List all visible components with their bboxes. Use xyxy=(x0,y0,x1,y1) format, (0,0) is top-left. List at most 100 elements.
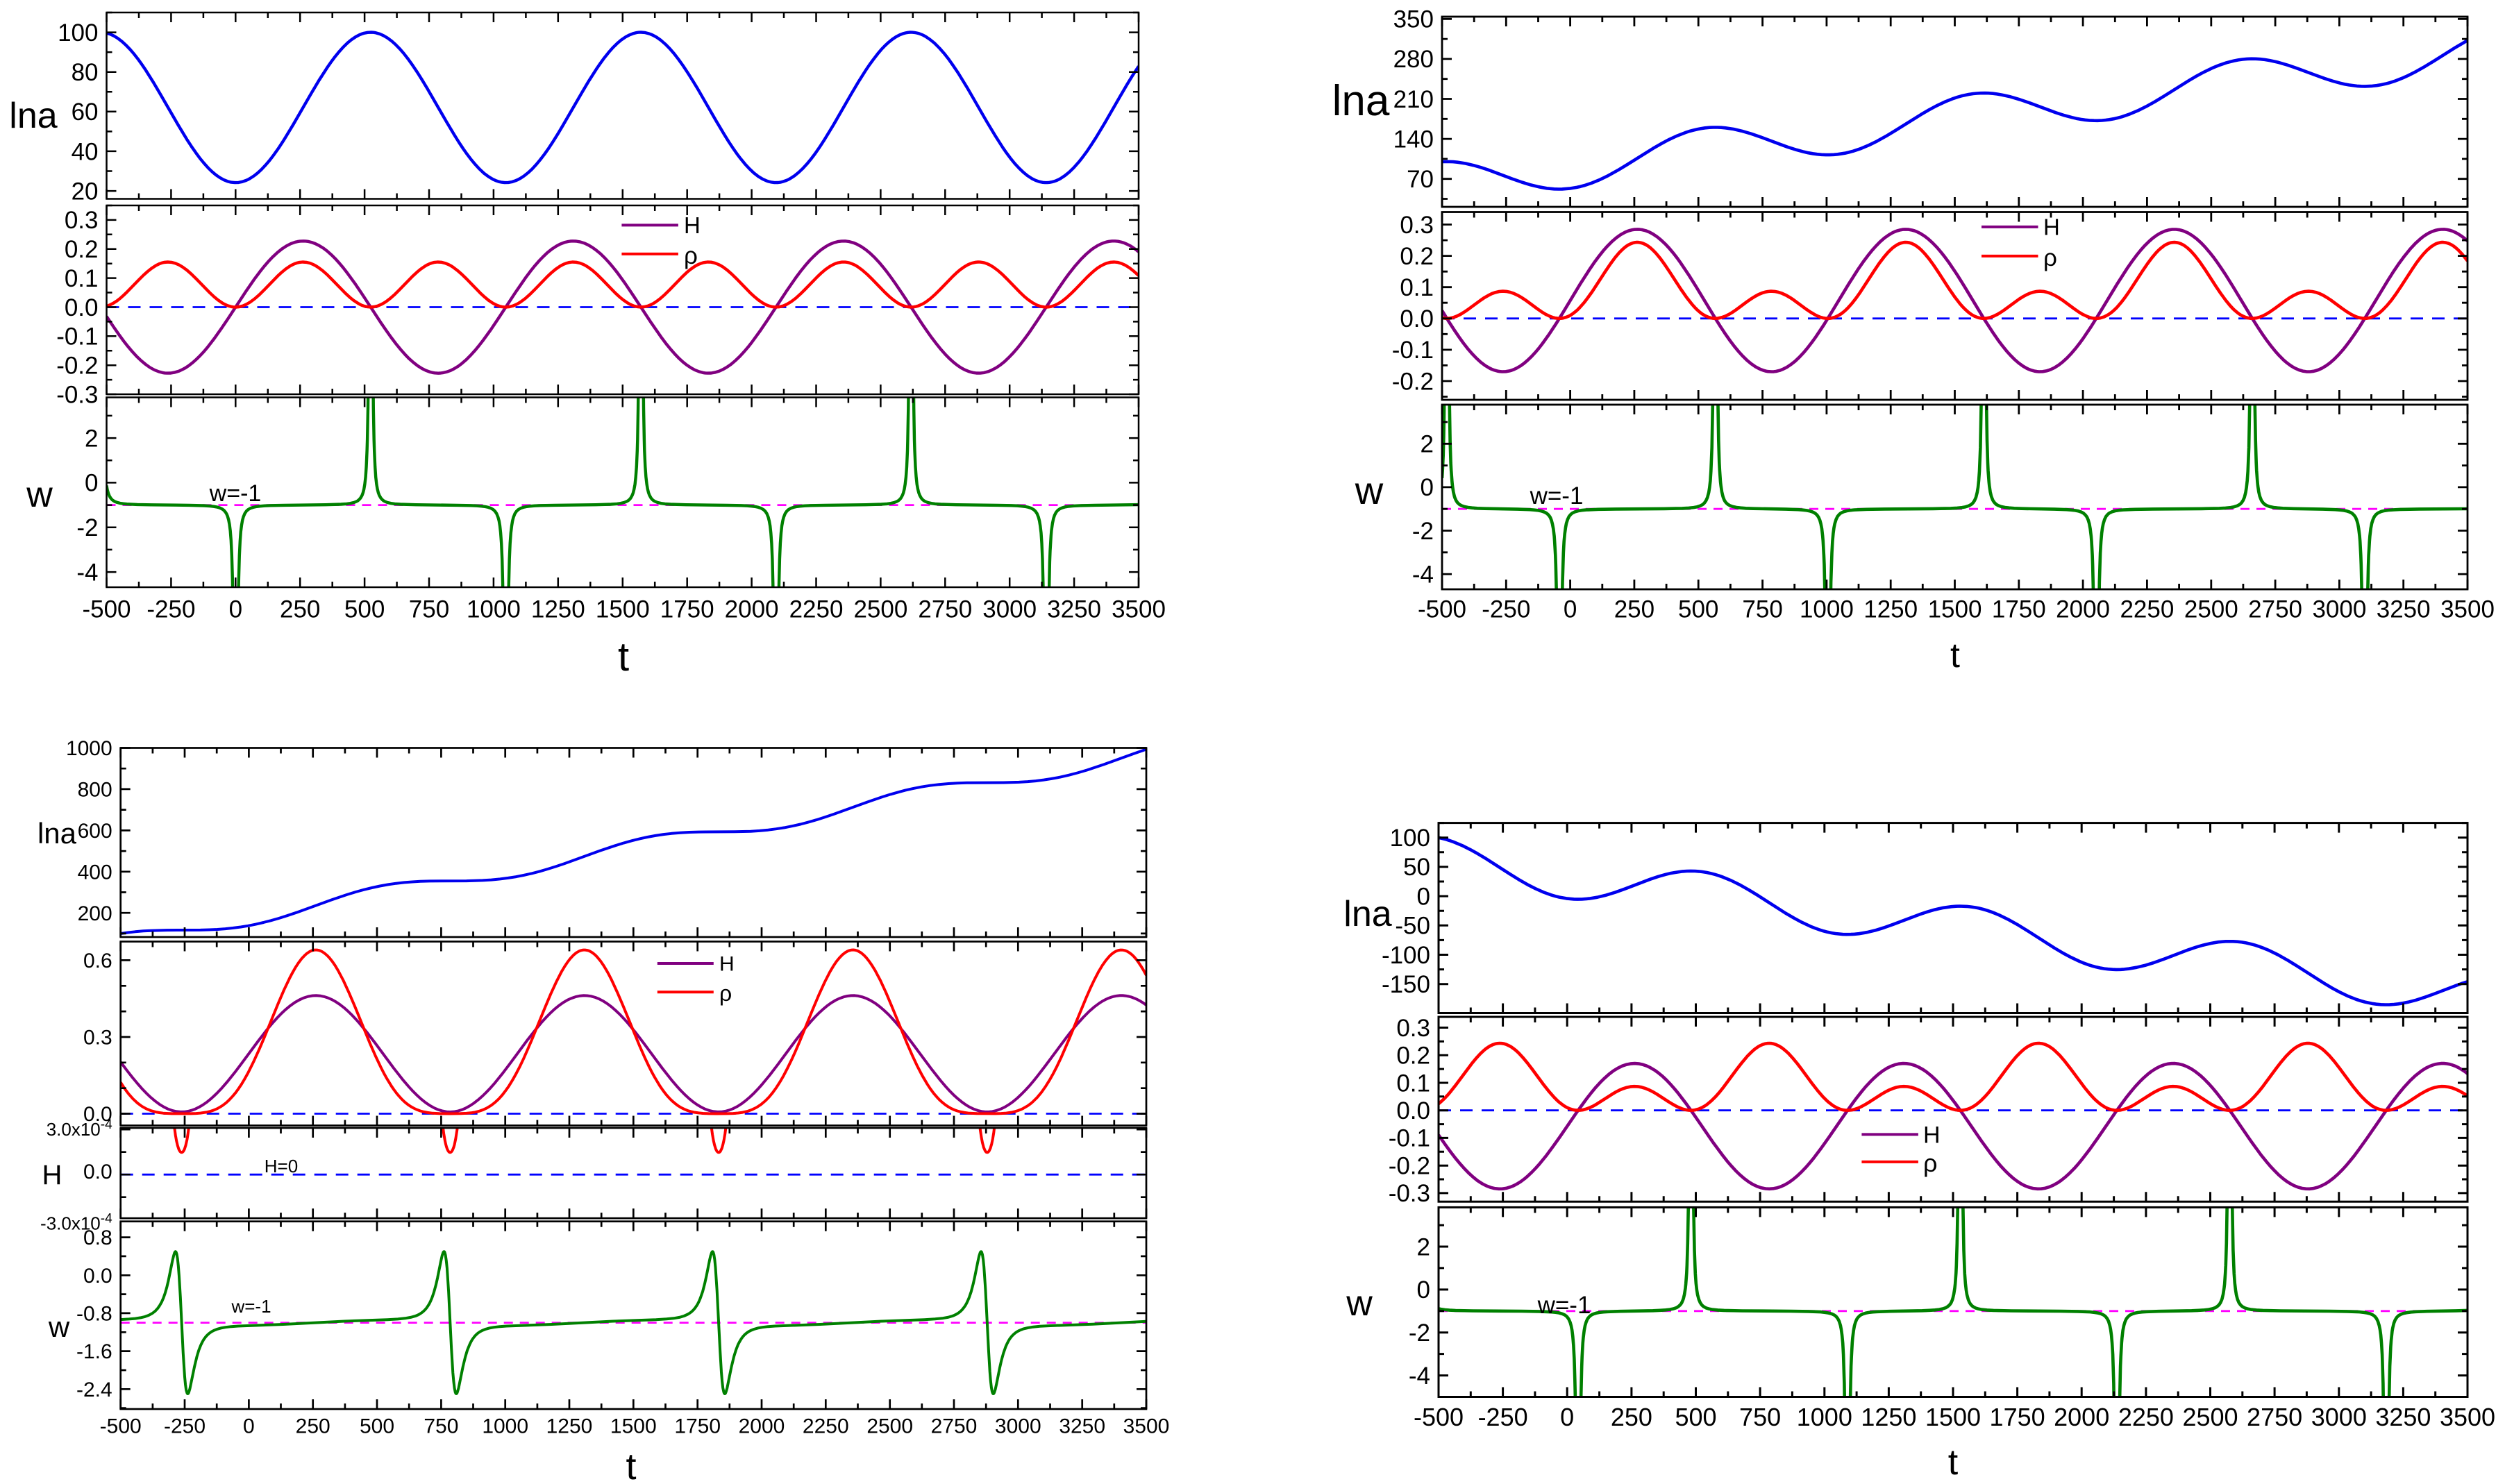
svg-text:500: 500 xyxy=(360,1415,394,1438)
svg-text:t: t xyxy=(618,634,629,680)
svg-text:3000: 3000 xyxy=(982,596,1037,623)
svg-text:1000: 1000 xyxy=(482,1415,528,1438)
svg-text:-150: -150 xyxy=(1382,971,1430,998)
svg-text:0.0: 0.0 xyxy=(65,294,99,321)
svg-text:1500: 1500 xyxy=(1925,1403,1981,1431)
svg-text:0.6: 0.6 xyxy=(83,950,112,972)
svg-text:-0.1: -0.1 xyxy=(56,323,98,351)
svg-text:2750: 2750 xyxy=(918,596,972,623)
svg-text:1750: 1750 xyxy=(1990,1403,2045,1431)
svg-text:2250: 2250 xyxy=(2118,1403,2174,1431)
svg-text:250: 250 xyxy=(1614,596,1654,623)
svg-text:1250: 1250 xyxy=(1861,1403,1916,1431)
svg-text:2000: 2000 xyxy=(725,596,779,623)
svg-text:3250: 3250 xyxy=(1059,1415,1105,1438)
svg-text:1500: 1500 xyxy=(1928,596,1982,623)
svg-text:2250: 2250 xyxy=(789,596,844,623)
svg-text:1000: 1000 xyxy=(1797,1403,1852,1431)
svg-text:0.0: 0.0 xyxy=(83,1161,112,1183)
svg-text:-250: -250 xyxy=(1482,596,1530,623)
svg-text:0: 0 xyxy=(1417,1276,1430,1304)
svg-text:0.0: 0.0 xyxy=(83,1103,112,1126)
svg-text:3000: 3000 xyxy=(2312,596,2366,623)
svg-text:-50: -50 xyxy=(1395,913,1430,940)
svg-text:-100: -100 xyxy=(1382,942,1430,969)
svg-text:-4: -4 xyxy=(1409,1363,1430,1390)
svg-text:0.2: 0.2 xyxy=(1400,243,1434,270)
svg-text:t: t xyxy=(1948,1442,1959,1483)
svg-text:2750: 2750 xyxy=(2248,596,2302,623)
svg-text:0.2: 0.2 xyxy=(1396,1043,1430,1070)
svg-text:-4: -4 xyxy=(1412,561,1434,588)
svg-text:-3.0x10-4: -3.0x10-4 xyxy=(40,1211,112,1233)
svg-text:100: 100 xyxy=(1390,825,1430,852)
svg-text:1750: 1750 xyxy=(674,1415,721,1438)
svg-text:1000: 1000 xyxy=(467,596,521,623)
svg-text:0.0: 0.0 xyxy=(1396,1097,1430,1124)
svg-text:w=-1: w=-1 xyxy=(231,1296,271,1317)
svg-text:210: 210 xyxy=(1393,86,1434,113)
svg-text:w=-1: w=-1 xyxy=(1530,482,1584,509)
svg-text:H=0: H=0 xyxy=(265,1156,298,1177)
svg-text:2500: 2500 xyxy=(853,596,907,623)
svg-text:-1.6: -1.6 xyxy=(76,1340,112,1363)
svg-text:0.1: 0.1 xyxy=(1400,274,1434,301)
svg-text:H: H xyxy=(719,953,735,976)
svg-text:-0.1: -0.1 xyxy=(1392,337,1434,364)
svg-text:1000: 1000 xyxy=(66,737,112,760)
svg-text:0: 0 xyxy=(1417,883,1430,910)
svg-text:2500: 2500 xyxy=(2182,1403,2238,1431)
svg-text:3250: 3250 xyxy=(2377,596,2431,623)
svg-text:w=-1: w=-1 xyxy=(209,480,262,507)
svg-text:2000: 2000 xyxy=(2056,596,2110,623)
svg-text:2500: 2500 xyxy=(2184,596,2238,623)
svg-text:-0.2: -0.2 xyxy=(1392,368,1434,395)
svg-text:200: 200 xyxy=(78,902,112,925)
svg-text:2750: 2750 xyxy=(2247,1403,2302,1431)
svg-text:-0.3: -0.3 xyxy=(1389,1180,1430,1207)
svg-text:40: 40 xyxy=(72,138,99,165)
svg-text:0.3: 0.3 xyxy=(83,1027,112,1049)
svg-text:-250: -250 xyxy=(146,596,195,623)
svg-text:3250: 3250 xyxy=(2375,1403,2431,1431)
svg-text:1750: 1750 xyxy=(1992,596,2046,623)
svg-text:-250: -250 xyxy=(1478,1403,1528,1431)
svg-text:0: 0 xyxy=(1560,1403,1574,1431)
svg-text:800: 800 xyxy=(78,779,112,802)
svg-text:w: w xyxy=(48,1310,70,1343)
svg-text:750: 750 xyxy=(1742,596,1782,623)
svg-text:500: 500 xyxy=(344,596,385,623)
svg-text:H: H xyxy=(684,212,701,238)
svg-text:1250: 1250 xyxy=(1863,596,1918,623)
svg-text:600: 600 xyxy=(78,820,112,843)
svg-text:1500: 1500 xyxy=(596,596,650,623)
svg-text:400: 400 xyxy=(78,861,112,884)
svg-text:2: 2 xyxy=(1421,431,1434,458)
svg-text:-0.1: -0.1 xyxy=(1389,1125,1430,1152)
svg-text:3500: 3500 xyxy=(2440,1403,2495,1431)
svg-text:H: H xyxy=(42,1160,62,1190)
svg-text:w=-1: w=-1 xyxy=(1537,1292,1591,1319)
svg-text:-0.8: -0.8 xyxy=(76,1303,112,1326)
svg-text:1750: 1750 xyxy=(660,596,714,623)
svg-text:3500: 3500 xyxy=(2440,596,2495,623)
svg-text:100: 100 xyxy=(58,19,98,47)
svg-text:2500: 2500 xyxy=(866,1415,913,1438)
svg-text:-2: -2 xyxy=(76,514,98,541)
svg-text:500: 500 xyxy=(1678,596,1718,623)
svg-text:-250: -250 xyxy=(164,1415,206,1438)
svg-text:H: H xyxy=(2043,214,2060,240)
svg-text:0: 0 xyxy=(1564,596,1577,623)
svg-text:3250: 3250 xyxy=(1047,596,1101,623)
svg-text:-500: -500 xyxy=(1418,596,1466,623)
svg-text:0.3: 0.3 xyxy=(65,207,99,234)
svg-text:3000: 3000 xyxy=(995,1415,1041,1438)
svg-text:50: 50 xyxy=(1403,854,1430,881)
svg-text:250: 250 xyxy=(296,1415,330,1438)
svg-text:t: t xyxy=(1950,636,1960,675)
svg-text:1250: 1250 xyxy=(546,1415,593,1438)
svg-text:1500: 1500 xyxy=(610,1415,657,1438)
svg-text:1250: 1250 xyxy=(531,596,585,623)
svg-text:-0.3: -0.3 xyxy=(56,381,98,408)
svg-text:0.1: 0.1 xyxy=(65,265,99,292)
